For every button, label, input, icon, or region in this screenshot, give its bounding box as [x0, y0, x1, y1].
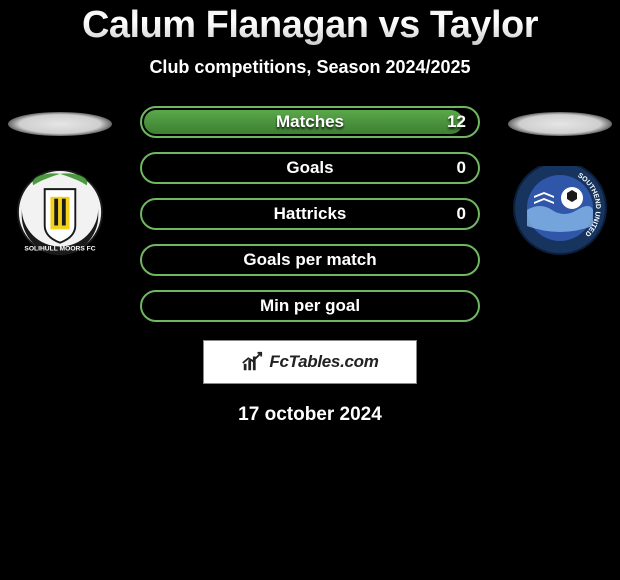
date-text: 17 october 2024 [0, 404, 620, 426]
stat-value-right: 0 [457, 158, 466, 178]
stat-value-right: 0 [457, 204, 466, 224]
left-player-column: SOLIHULL MOORS FC [5, 106, 115, 258]
stat-row: Matches 12 [140, 106, 480, 138]
subtitle: Club competitions, Season 2024/2025 [0, 57, 620, 78]
stat-row: Min per goal [140, 290, 480, 322]
stat-label: Matches [276, 112, 344, 132]
stats-list: Matches 12 Goals 0 Hattricks 0 Goals per match… [140, 106, 480, 322]
chart-icon [241, 351, 263, 373]
page-title: Calum Flanagan vs Taylor [0, 0, 620, 47]
stat-label: Goals [286, 158, 333, 178]
stat-row: Goals per match [140, 244, 480, 276]
left-club-badge-icon: SOLIHULL MOORS FC [12, 170, 108, 258]
stat-value-right: 12 [447, 112, 466, 132]
stat-label: Hattricks [274, 204, 347, 224]
stat-row: Hattricks 0 [140, 198, 480, 230]
brand-text: FcTables.com [269, 352, 378, 372]
stat-row: Goals 0 [140, 152, 480, 184]
stat-label: Min per goal [260, 296, 360, 316]
brand-attribution: FcTables.com [203, 340, 417, 384]
player-shadow-right [508, 112, 612, 136]
svg-text:SOLIHULL MOORS FC: SOLIHULL MOORS FC [24, 245, 95, 252]
comparison-arena: SOLIHULL MOORS FC SOUTHEND UNITED Matche… [0, 106, 620, 322]
right-player-column: SOUTHEND UNITED [505, 106, 615, 258]
right-club-badge-icon: SOUTHEND UNITED [510, 166, 610, 258]
stat-label: Goals per match [243, 250, 376, 270]
player-shadow-left [8, 112, 112, 136]
